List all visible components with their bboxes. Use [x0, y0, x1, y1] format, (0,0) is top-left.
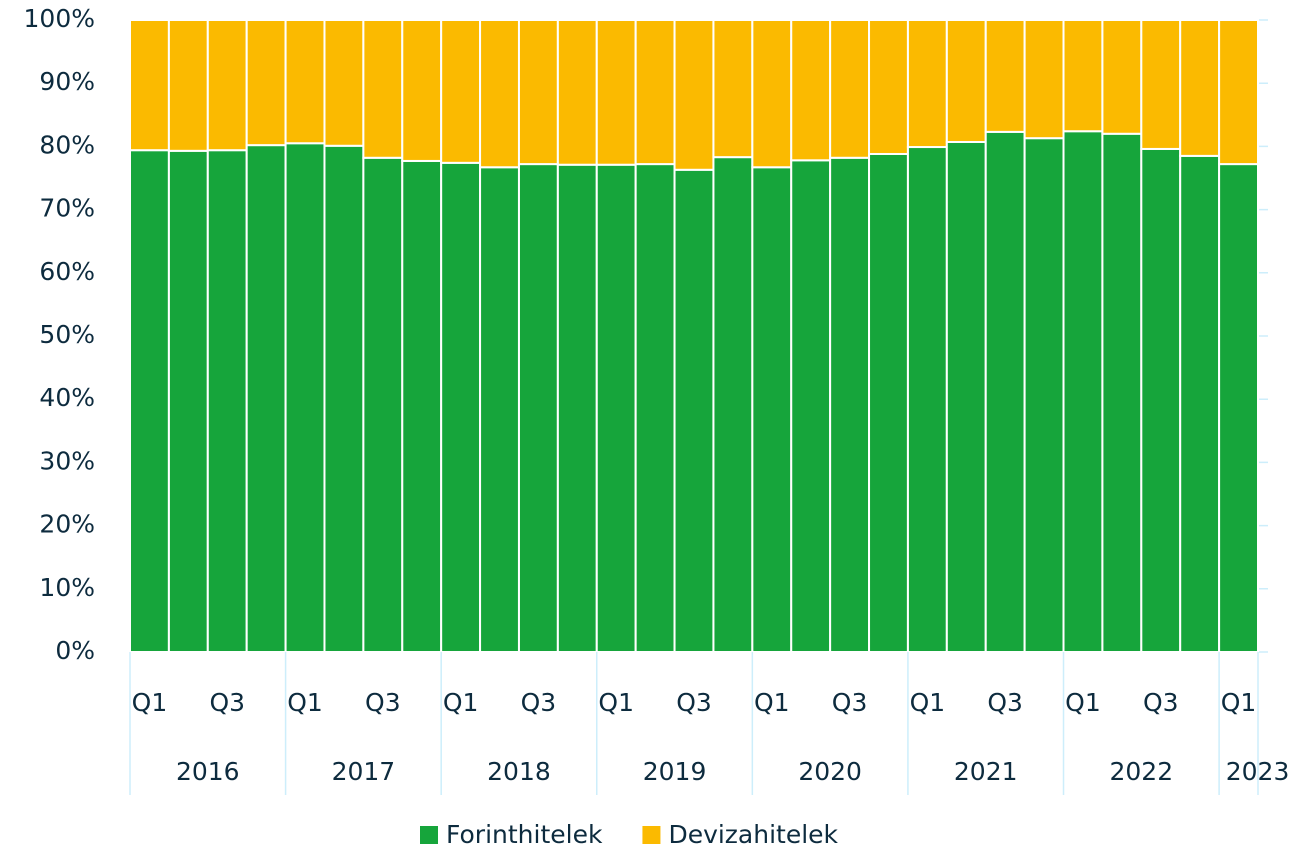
- bar-segment: [323, 19, 365, 147]
- bar-segment: [634, 19, 676, 166]
- bar-segment: [829, 19, 871, 159]
- bar-segment: [323, 144, 365, 653]
- y-tick-label: 60%: [39, 257, 95, 286]
- x-tick-label: Q1: [910, 688, 946, 717]
- bar-segment: [906, 146, 948, 653]
- bar-segment: [440, 19, 482, 164]
- bar-segment: [1023, 19, 1065, 140]
- y-tick-label: 70%: [39, 194, 95, 223]
- x-tick-label: Q1: [754, 688, 790, 717]
- bar-segment: [1101, 19, 1143, 135]
- x-tick-label: Q3: [987, 688, 1023, 717]
- bar-segment: [868, 19, 909, 155]
- bar-segment: [401, 19, 443, 162]
- bar-segment: [906, 19, 948, 149]
- bar-segment: [1101, 132, 1143, 653]
- bar-segment: [1023, 137, 1065, 653]
- group-label: 2016: [176, 757, 240, 786]
- bar-segment: [440, 161, 482, 653]
- group-label: 2020: [798, 757, 862, 786]
- bar-segment: [167, 149, 209, 653]
- bar-segment: [712, 19, 754, 159]
- x-tick-label: Q3: [1143, 688, 1179, 717]
- y-tick-label: 80%: [39, 130, 95, 159]
- legend-label: Forinthitelek: [446, 820, 603, 849]
- bar-segment: [362, 156, 404, 653]
- y-tick-label: 30%: [39, 446, 95, 475]
- bar-segment: [517, 19, 559, 166]
- x-tick-label: Q1: [1221, 688, 1257, 717]
- group-label: 2019: [643, 757, 707, 786]
- bar-segment: [829, 156, 871, 653]
- group-label: 2021: [954, 757, 1018, 786]
- bar-segment: [673, 19, 715, 171]
- x-tick-label: Q1: [598, 688, 634, 717]
- bar-segment: [1218, 19, 1259, 166]
- bar-segment: [1140, 147, 1182, 653]
- bar-segment: [1218, 163, 1259, 653]
- legend-swatch: [420, 826, 438, 844]
- bar-segment: [129, 149, 170, 654]
- y-tick-label: 50%: [39, 320, 95, 349]
- bar-segment: [284, 19, 326, 145]
- y-tick-label: 20%: [39, 510, 95, 539]
- bar-segment: [945, 140, 987, 653]
- x-tick-label: Q1: [1065, 688, 1101, 717]
- bar-segment: [479, 19, 520, 169]
- bar-segment: [1062, 130, 1104, 653]
- bar-segment: [751, 19, 793, 169]
- x-tick-label: Q1: [443, 688, 479, 717]
- bar-segment: [790, 19, 832, 162]
- bar-segment: [401, 159, 443, 653]
- bar-segment: [284, 142, 326, 654]
- bar-segment: [1179, 154, 1221, 653]
- x-tick-label: Q3: [676, 688, 712, 717]
- y-tick-label: 90%: [39, 67, 95, 96]
- bar-segment: [984, 130, 1026, 653]
- bar-segment: [167, 19, 209, 152]
- bar-segment: [206, 19, 248, 152]
- x-tick-label: Q1: [132, 688, 168, 717]
- bar-segment: [868, 152, 909, 653]
- bar-segment: [1179, 19, 1221, 157]
- y-tick-label: 100%: [24, 4, 95, 33]
- legend-label: Devizahitelek: [668, 820, 838, 849]
- group-label: 2022: [1109, 757, 1173, 786]
- bar-segment: [245, 144, 287, 654]
- bar-segment: [517, 163, 559, 653]
- bar-segment: [479, 166, 520, 653]
- bar-segment: [751, 166, 793, 653]
- legend-swatch: [642, 826, 661, 844]
- group-label: 2017: [332, 757, 396, 786]
- bar-segment: [1062, 19, 1104, 133]
- bar-segment: [362, 19, 404, 159]
- y-tick-label: 40%: [39, 383, 95, 412]
- bar-segment: [556, 19, 598, 166]
- bar-segment: [129, 19, 170, 152]
- bar-segment: [984, 19, 1026, 133]
- x-tick-label: Q3: [832, 688, 868, 717]
- bar-segment: [945, 19, 987, 143]
- bar-segment: [1140, 19, 1182, 150]
- bar-segment: [206, 149, 248, 654]
- bar-segment: [556, 163, 598, 653]
- bar-segment: [712, 156, 754, 653]
- bar-segment: [595, 19, 637, 166]
- bar-segment: [634, 163, 676, 653]
- bar-segment: [790, 159, 832, 654]
- bar-segment: [673, 168, 715, 653]
- bar-segment: [245, 19, 287, 147]
- y-tick-label: 10%: [39, 573, 95, 602]
- x-tick-label: Q3: [209, 688, 245, 717]
- y-tick-label: 0%: [55, 636, 95, 665]
- group-label: 2018: [487, 757, 551, 786]
- bar-segment: [595, 163, 637, 653]
- x-tick-label: Q1: [287, 688, 323, 717]
- x-tick-label: Q3: [365, 688, 401, 717]
- x-tick-label: Q3: [521, 688, 557, 717]
